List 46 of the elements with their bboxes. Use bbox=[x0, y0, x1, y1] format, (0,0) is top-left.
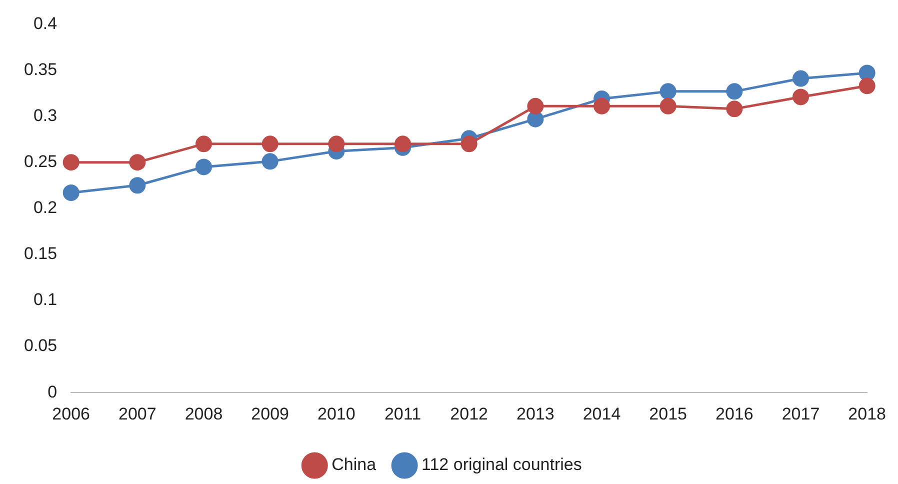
x-tick-label: 2012 bbox=[450, 404, 488, 424]
point bbox=[660, 83, 676, 100]
point bbox=[262, 136, 278, 152]
legend-label: China bbox=[332, 455, 377, 474]
point bbox=[129, 177, 146, 194]
point bbox=[594, 98, 610, 114]
y-tick-label: 0.2 bbox=[33, 198, 58, 218]
x-tick-label: 2016 bbox=[716, 404, 754, 424]
x-tick-label: 2008 bbox=[184, 404, 223, 424]
x-tick-label: 2010 bbox=[318, 404, 356, 424]
y-tick-label: 0.3 bbox=[33, 106, 58, 125]
x-tick-label: 2017 bbox=[782, 404, 820, 424]
y-tick-label: 0.05 bbox=[24, 336, 58, 356]
point bbox=[460, 136, 478, 152]
y-tick-label: 0.25 bbox=[24, 152, 58, 172]
y-tick-label: 0.4 bbox=[33, 14, 58, 33]
x-tick-label: 2007 bbox=[118, 404, 156, 424]
x-tick-label: 2013 bbox=[516, 404, 554, 424]
x-tick-label: 2018 bbox=[848, 404, 886, 424]
point bbox=[527, 110, 544, 128]
point bbox=[129, 154, 146, 171]
x-tick-label: 2015 bbox=[649, 404, 688, 424]
point bbox=[262, 153, 278, 170]
point bbox=[527, 98, 544, 114]
point bbox=[196, 158, 212, 176]
y-tick-label: 0.15 bbox=[24, 244, 58, 264]
y-tick-label: 0.35 bbox=[24, 60, 58, 79]
point bbox=[726, 83, 743, 100]
point bbox=[858, 78, 876, 94]
point bbox=[858, 64, 876, 82]
point bbox=[726, 100, 743, 118]
y-tick-label: 0 bbox=[48, 382, 58, 402]
x-tick-label: 2009 bbox=[251, 404, 289, 424]
x-tick-label: 2014 bbox=[582, 404, 621, 424]
point bbox=[792, 88, 810, 106]
x-tick-label: 2006 bbox=[52, 404, 90, 424]
point bbox=[792, 70, 810, 87]
point bbox=[62, 184, 80, 201]
x-tick-label: 2011 bbox=[384, 404, 422, 424]
point bbox=[196, 136, 212, 152]
y-tick-label: 0.1 bbox=[33, 290, 58, 310]
point bbox=[660, 98, 676, 114]
point bbox=[394, 136, 412, 152]
legend-label: 112 original countries bbox=[422, 455, 582, 474]
point bbox=[62, 154, 80, 171]
point bbox=[328, 136, 345, 152]
